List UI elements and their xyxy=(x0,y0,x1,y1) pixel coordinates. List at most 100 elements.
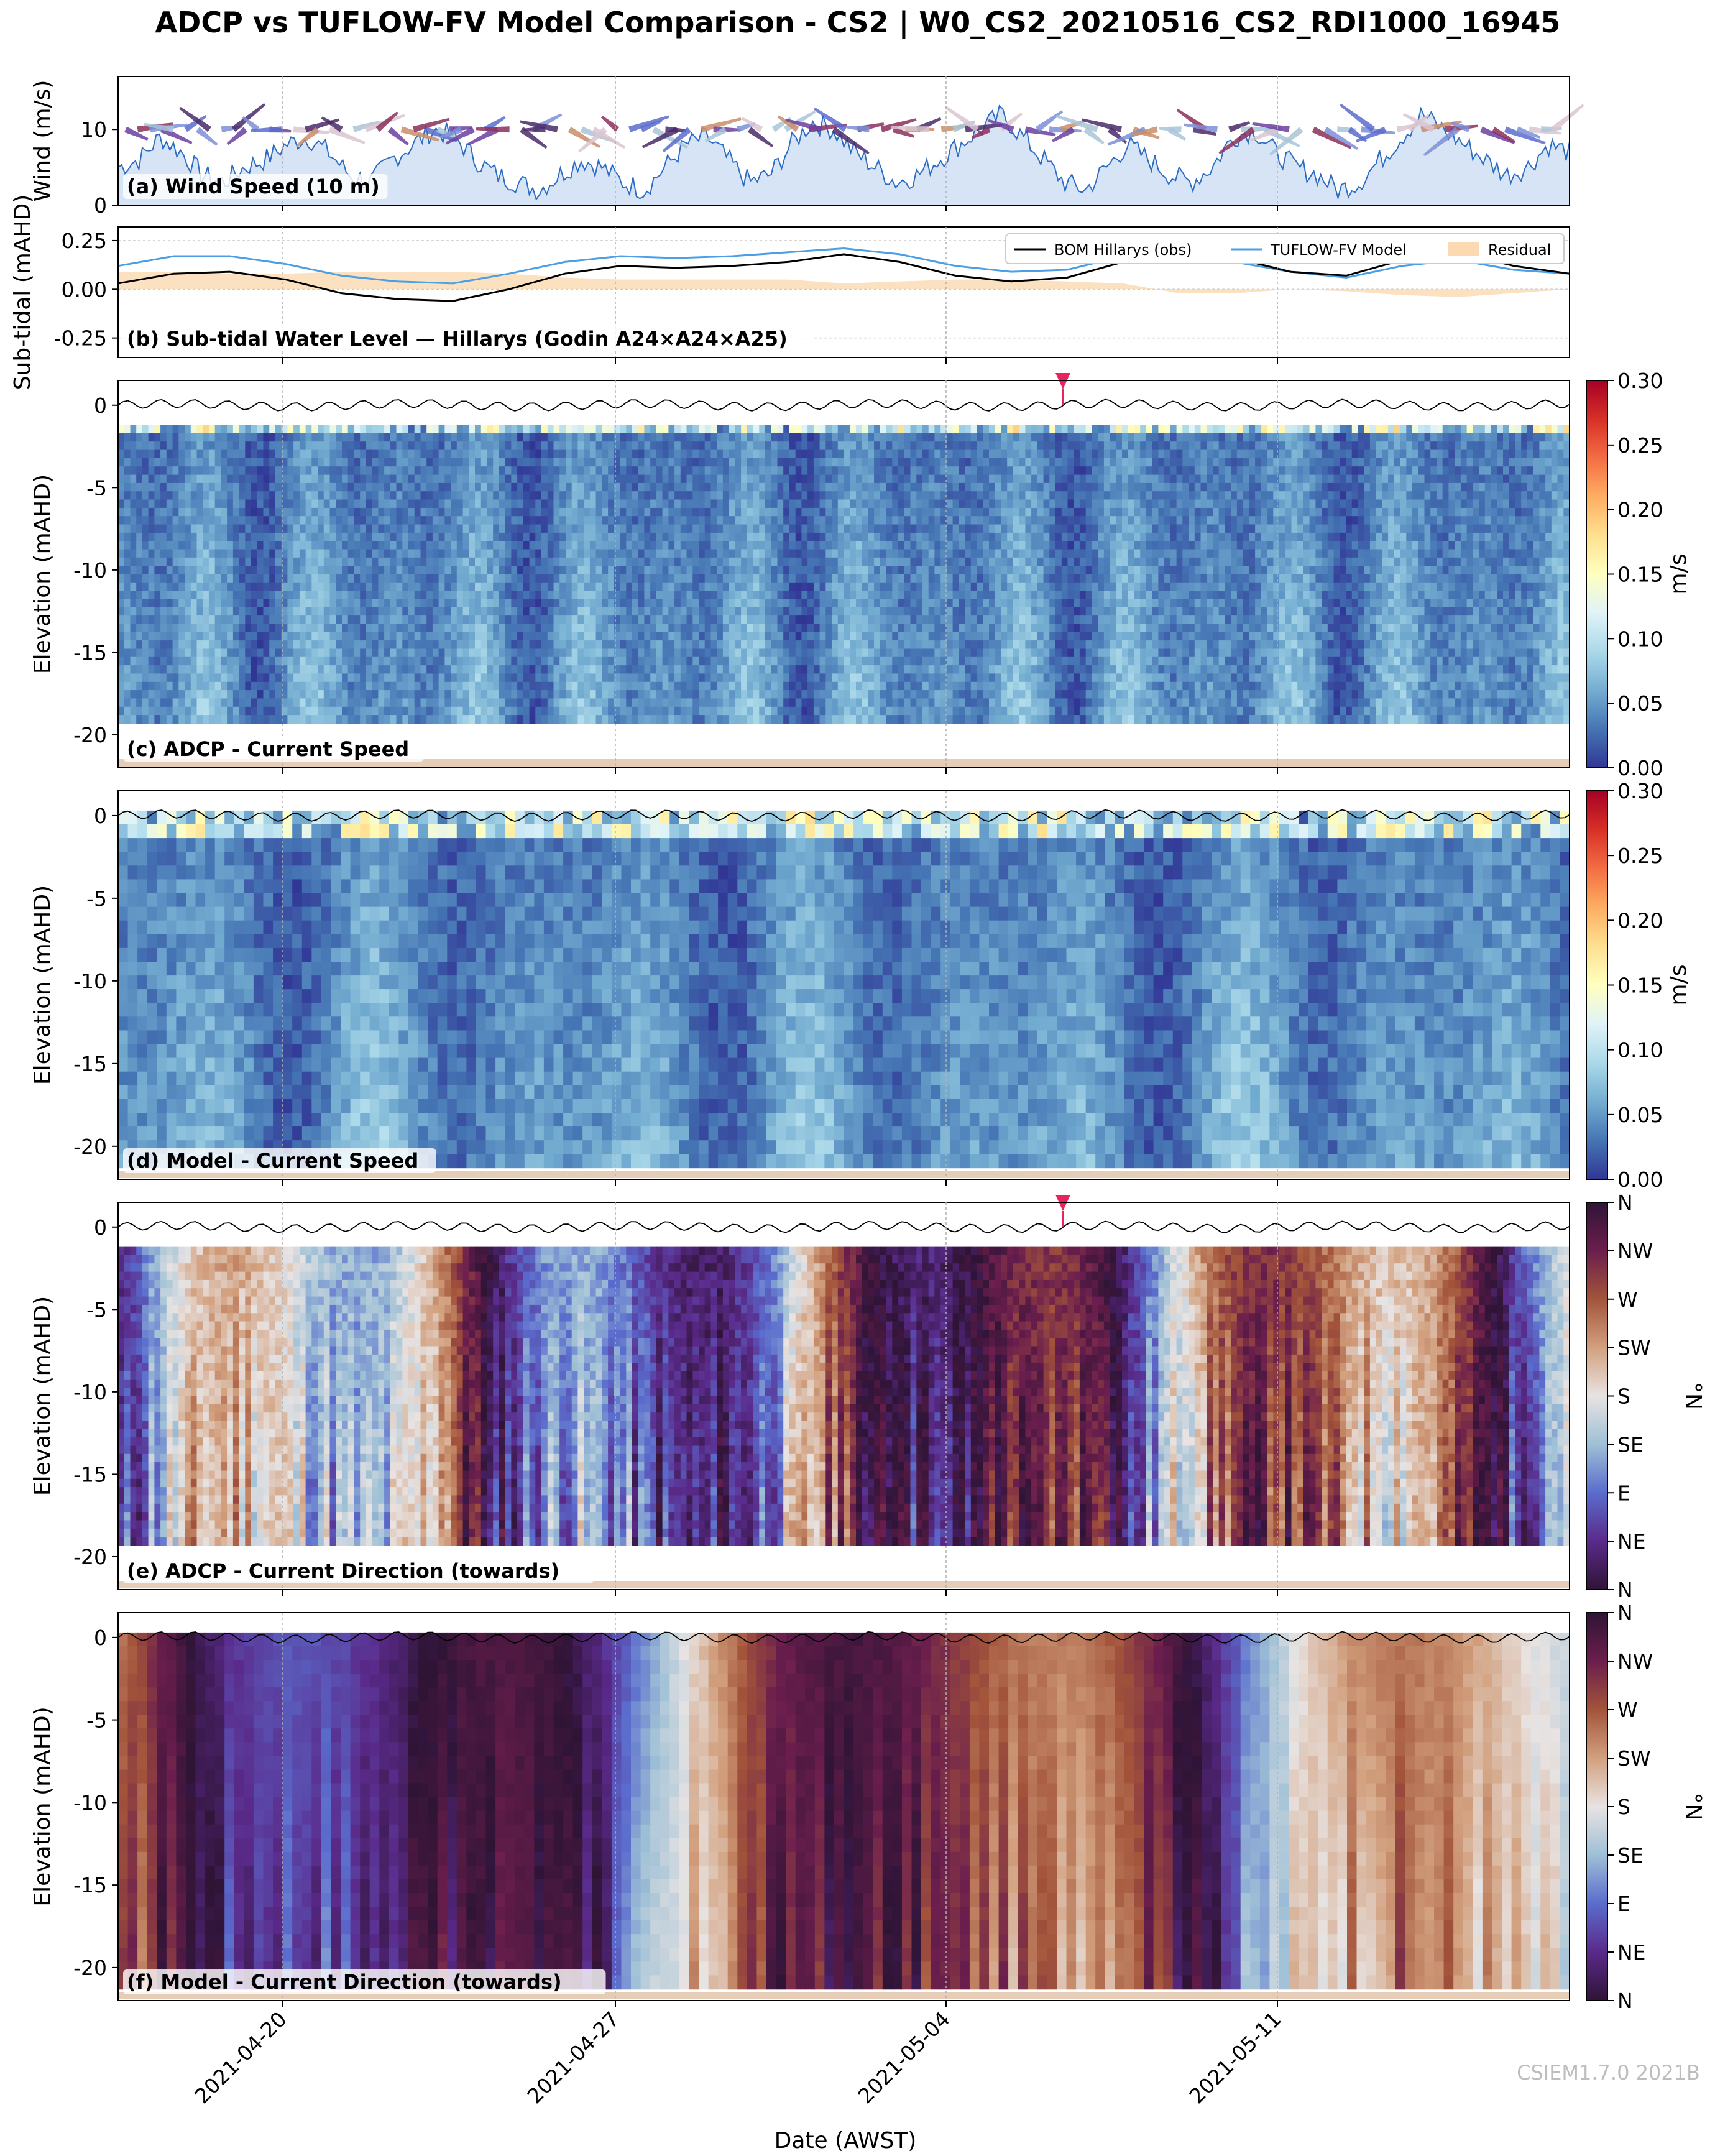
wind-vector-94 xyxy=(1218,127,1256,155)
wind-vector-119 xyxy=(1551,104,1584,132)
colorbar-tick-label-f-8: N xyxy=(1617,1989,1633,2013)
wind-vector-52 xyxy=(747,127,774,147)
x-tick-label-0: 2021-04-20 xyxy=(190,2007,291,2108)
wind-vector-22 xyxy=(387,127,409,145)
colorbar-tick-label-d-2: 0.20 xyxy=(1617,908,1663,933)
x-axis-label: Date (AWST) xyxy=(775,2128,917,2154)
y-tick-label-4-2: -10 xyxy=(73,1380,107,1404)
seabed-c xyxy=(118,759,1570,767)
wind-vector-60 xyxy=(813,107,847,132)
wind-vector-67 xyxy=(891,126,930,133)
annotation-4: (e) ADCP - Current Direction (towards) xyxy=(127,1559,559,1583)
colorbar-tick-label-f-0: N xyxy=(1617,1601,1633,1625)
annotation-5: (f) Model - Current Direction (towards) xyxy=(127,1970,562,1994)
colorbar-tick-label-e-5: SE xyxy=(1617,1432,1644,1457)
colorbar-tick-label-c-4: 0.10 xyxy=(1617,627,1663,651)
surface-line-d xyxy=(117,809,1570,822)
colorbar-tick-label-f-5: SE xyxy=(1617,1843,1644,1868)
wind-vector-109 xyxy=(1402,113,1435,132)
wind-vector-48 xyxy=(701,117,742,133)
y-axis-label-4: Elevation (mAHD) xyxy=(30,1296,55,1496)
colorbar-label-c: m/s xyxy=(1666,554,1691,595)
wind-vector-105 xyxy=(1356,126,1387,142)
colorbar-e xyxy=(1586,1202,1608,1590)
wind-vector-71 xyxy=(944,106,980,132)
wind-vector-53 xyxy=(741,117,763,132)
y-tick-label-3-3: -15 xyxy=(73,1052,107,1076)
annotation-1: (b) Sub-tidal Water Level — Hillarys (Go… xyxy=(127,327,788,351)
y-tick-label-3-4: -20 xyxy=(73,1135,107,1159)
wind-vector-72 xyxy=(972,126,991,139)
colorbar-tick-label-c-6: 0.00 xyxy=(1617,756,1663,780)
colorbar-tick-label-e-4: S xyxy=(1617,1384,1630,1409)
legend-frame xyxy=(1005,233,1565,264)
colorbar-tick-label-f-7: NE xyxy=(1617,1940,1646,1965)
wind-vector-50 xyxy=(704,126,727,142)
colorbar-label-d: m/s xyxy=(1666,965,1691,1006)
colorbar-tick-label-f-3: SW xyxy=(1617,1746,1651,1771)
wind-vector-46 xyxy=(642,126,679,149)
colorbar-tick-label-e-8: N xyxy=(1617,1578,1633,1602)
colorbar-tick-label-d-1: 0.25 xyxy=(1617,844,1663,868)
colorbar-d xyxy=(1586,790,1608,1180)
wind-area xyxy=(118,106,1570,205)
colorbar-tick-label-e-6: E xyxy=(1617,1481,1630,1505)
wind-vector-32 xyxy=(476,126,510,133)
colorbar-tick-label-e-0: N xyxy=(1617,1191,1633,1215)
legend-swatch-2 xyxy=(1448,242,1479,256)
colorbar-tick-label-f-2: W xyxy=(1617,1698,1638,1722)
wind-vector-112 xyxy=(1451,121,1471,132)
wind-vector-6 xyxy=(195,127,218,146)
annotation-3: (d) Model - Current Speed xyxy=(127,1149,418,1172)
y-tick-label-3-0: 0 xyxy=(94,804,107,828)
annotation-box-0 xyxy=(123,174,388,199)
wind-vector-62 xyxy=(847,126,870,133)
x-tick-label-2: 2021-05-04 xyxy=(853,2007,954,2108)
wind-vector-85 xyxy=(1107,126,1147,146)
wind-vector-18 xyxy=(321,116,343,132)
wind-vector-74 xyxy=(988,119,1014,132)
y-tick-label-2-1: -5 xyxy=(86,476,107,500)
colorbar-tick-label-c-0: 0.30 xyxy=(1617,369,1663,393)
wind-vector-16 xyxy=(296,127,320,147)
colorbar-tick-label-d-4: 0.10 xyxy=(1617,1038,1663,1062)
colorbar-c xyxy=(1586,380,1608,768)
wind-vector-11 xyxy=(242,116,260,132)
wind-vector-41 xyxy=(600,116,620,132)
wind-vector-81 xyxy=(1055,114,1098,132)
panels: 0 10 Wind (m/s) (a) Wind Speed (10 m) 0.25 0.… xyxy=(10,76,1706,2108)
wind-vector-42 xyxy=(628,115,669,132)
wind-vector-59 xyxy=(831,127,870,155)
panel-c-frame xyxy=(117,380,1570,768)
panel-d-frame xyxy=(117,790,1570,1180)
wind-vector-4 xyxy=(144,122,175,133)
y-tick-label-5-2: -10 xyxy=(73,1790,107,1815)
wind-vector-83 xyxy=(1082,118,1123,133)
colorbar-tick-label-e-1: NW xyxy=(1617,1239,1653,1263)
y-tick-label-4-4: -20 xyxy=(73,1545,107,1569)
wind-vector-28 xyxy=(439,126,463,139)
y-tick-label-0-1: 10 xyxy=(81,117,107,142)
wind-vector-113 xyxy=(1480,126,1515,144)
wind-vector-47 xyxy=(662,127,692,152)
annotation-box-2 xyxy=(123,737,424,762)
y-tick-label-1-1: 0.00 xyxy=(62,277,107,302)
surface-line-c xyxy=(117,398,1570,412)
annotation-box-5 xyxy=(123,1969,606,1994)
y-tick-label-5-0: 0 xyxy=(94,1626,107,1650)
wind-vector-97 xyxy=(1252,122,1290,133)
seabed-d xyxy=(118,1171,1570,1178)
y-tick-label-1-0: 0.25 xyxy=(62,229,107,253)
wind-vector-114 xyxy=(1491,126,1516,144)
y-tick-label-2-4: -20 xyxy=(73,723,107,747)
colorbar-f xyxy=(1586,1612,1608,2001)
annotation-0: (a) Wind Speed (10 m) xyxy=(127,175,380,198)
colorbar-tick-label-f-6: E xyxy=(1617,1892,1630,1916)
colorbar-tick-label-d-0: 0.30 xyxy=(1617,779,1663,803)
wind-vector-40 xyxy=(578,127,608,153)
colorbar-tick-label-c-5: 0.05 xyxy=(1617,691,1663,716)
colorbar-tick-label-e-3: SW xyxy=(1617,1336,1651,1360)
wind-vector-86 xyxy=(1131,126,1158,137)
y-axis-label-1: Sub-tidal (mAHD) xyxy=(10,195,35,390)
